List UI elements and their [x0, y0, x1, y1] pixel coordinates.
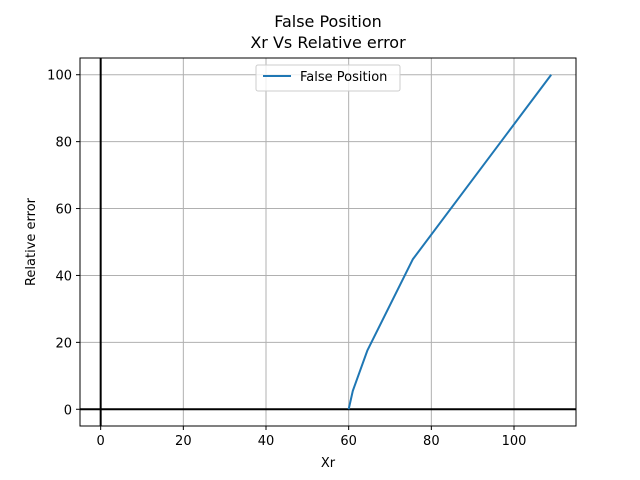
x-tick-label: 20	[175, 434, 192, 449]
x-tick-label: 0	[97, 434, 105, 449]
legend-box	[255, 64, 401, 92]
x-tick-label: 100	[502, 434, 527, 449]
y-axis-ticks: 0 20 40 60 80 100	[47, 69, 80, 418]
x-tick-label: 60	[340, 434, 357, 449]
y-tick-label: 100	[47, 69, 72, 84]
x-axis-ticks: 0 20 40 60 80 100	[97, 426, 527, 449]
x-tick-label: 80	[423, 434, 440, 449]
legend-label: False Position	[300, 70, 387, 85]
x-tick-label: 40	[258, 434, 275, 449]
plot-frame	[79, 57, 577, 427]
series-layer	[347, 74, 553, 410]
y-axis-label: Relative error	[24, 197, 39, 286]
y-tick-label: 60	[55, 203, 72, 218]
y-tick-label: 0	[64, 403, 72, 418]
grid-lines	[80, 58, 576, 426]
series-line-0	[347, 74, 553, 410]
legend: False Position	[255, 64, 401, 92]
y-tick-label: 80	[55, 136, 72, 151]
reference-lines	[80, 58, 576, 426]
chart-subtitle: Xr Vs Relative error	[250, 33, 406, 52]
y-tick-label: 40	[55, 269, 72, 284]
x-axis-label: Xr	[321, 456, 336, 471]
y-tick-label: 20	[55, 336, 72, 351]
chart-title: False Position	[274, 12, 382, 31]
